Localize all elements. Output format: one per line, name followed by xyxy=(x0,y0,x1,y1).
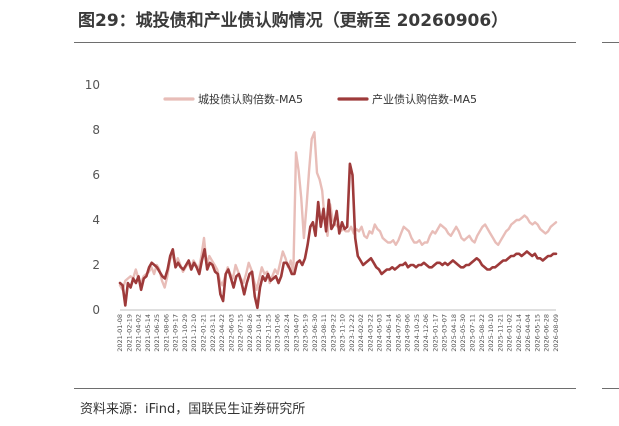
y-tick-label: 2 xyxy=(92,258,100,272)
source-rule-right xyxy=(602,388,619,389)
x-tick-label: 2026-01-02 xyxy=(506,314,514,352)
x-tick-label: 2022-01-21 xyxy=(199,314,207,352)
x-tick-label: 2022-03-11 xyxy=(209,314,217,352)
x-tick-label: 2023-01-06 xyxy=(274,314,282,352)
x-tick-label: 2024-05-03 xyxy=(376,314,384,352)
x-tick-label: 2026-05-15 xyxy=(533,314,541,352)
x-tick-label: 2025-11-21 xyxy=(496,314,504,352)
x-axis: 2021-01-08 2021-02-19 2021-04-02 2021-05-14… xyxy=(116,309,560,352)
x-tick-label: 2021-12-10 xyxy=(190,314,198,352)
title-rule xyxy=(74,42,576,43)
x-tick-label: 2021-02-19 xyxy=(125,314,133,352)
y-tick-label: 4 xyxy=(92,213,100,227)
x-tick-label: 2022-07-15 xyxy=(237,314,245,352)
x-tick-label: 2023-04-07 xyxy=(292,314,300,352)
x-tick-label: 2025-07-11 xyxy=(469,314,477,352)
x-tick-label: 2023-05-19 xyxy=(302,314,310,352)
series-layer xyxy=(118,131,558,310)
x-tick-label: 2024-10-25 xyxy=(413,314,421,352)
x-tick-label: 2022-11-25 xyxy=(264,314,272,352)
y-tick-label: 10 xyxy=(85,78,100,92)
x-tick-label: 2024-06-14 xyxy=(385,314,393,352)
x-tick-label: 2024-09-06 xyxy=(404,314,412,352)
page-title: 图29：城投债和产业债认购情况（更新至 20260906） xyxy=(78,11,509,31)
legend: 城投债认购倍数-MA5 产业债认购倍数-MA5 xyxy=(163,92,477,106)
x-tick-label: 2022-08-26 xyxy=(246,314,254,352)
x-tick-label: 2022-04-22 xyxy=(218,314,226,352)
x-tick-label: 2022-06-03 xyxy=(227,314,235,352)
y-tick-label: 8 xyxy=(92,123,100,137)
x-tick-label: 2025-05-30 xyxy=(459,314,467,352)
x-tick-label: 2023-08-11 xyxy=(320,314,328,352)
x-tick-label: 2025-01-17 xyxy=(431,314,439,352)
x-tick-label: 2022-10-14 xyxy=(255,314,263,352)
x-tick-label: 2025-08-22 xyxy=(478,314,486,352)
x-tick-label: 2021-08-06 xyxy=(162,314,170,352)
legend-label-2: 产业债认购倍数-MA5 xyxy=(372,92,477,106)
x-tick-label: 2023-06-30 xyxy=(311,314,319,352)
series-line-2 xyxy=(118,162,558,310)
y-tick-label: 6 xyxy=(92,168,100,182)
source-note: 资料来源：iFind，国联民生证券研究所 xyxy=(80,402,306,417)
x-tick-label: 2023-12-22 xyxy=(348,314,356,352)
legend-label-1: 城投债认购倍数-MA5 xyxy=(198,92,303,106)
x-tick-label: 2021-10-29 xyxy=(181,314,189,352)
x-tick-label: 2021-05-14 xyxy=(144,314,152,352)
x-tick-label: 2024-03-22 xyxy=(366,314,374,352)
x-tick-label: 2023-02-24 xyxy=(283,314,291,352)
x-tick-label: 2026-06-28 xyxy=(543,314,551,352)
x-tick-label: 2021-09-17 xyxy=(172,314,180,352)
edge-rule-right xyxy=(602,42,619,43)
x-tick-label: 2025-03-07 xyxy=(441,314,449,352)
x-tick-label: 2024-02-02 xyxy=(357,314,365,352)
source-rule xyxy=(74,388,576,389)
y-tick-label: 0 xyxy=(92,303,100,317)
x-tick-label: 2021-01-08 xyxy=(116,314,124,352)
x-tick-label: 2025-10-10 xyxy=(487,314,495,352)
x-tick-label: 2026-02-14 xyxy=(515,314,523,352)
x-tick-label: 2026-04-04 xyxy=(524,314,532,352)
y-axis: 0 2 4 6 8 10 xyxy=(85,78,100,317)
x-tick-label: 2024-07-26 xyxy=(394,314,402,352)
x-tick-label: 2026-08-09 xyxy=(552,314,560,352)
x-tick-label: 2023-11-10 xyxy=(339,314,347,352)
x-tick-label: 2021-06-25 xyxy=(153,314,161,352)
x-tick-label: 2024-12-06 xyxy=(422,314,430,352)
x-tick-label: 2023-09-22 xyxy=(329,314,337,352)
x-tick-label: 2021-04-02 xyxy=(135,314,143,352)
x-tick-label: 2025-04-18 xyxy=(450,314,458,352)
